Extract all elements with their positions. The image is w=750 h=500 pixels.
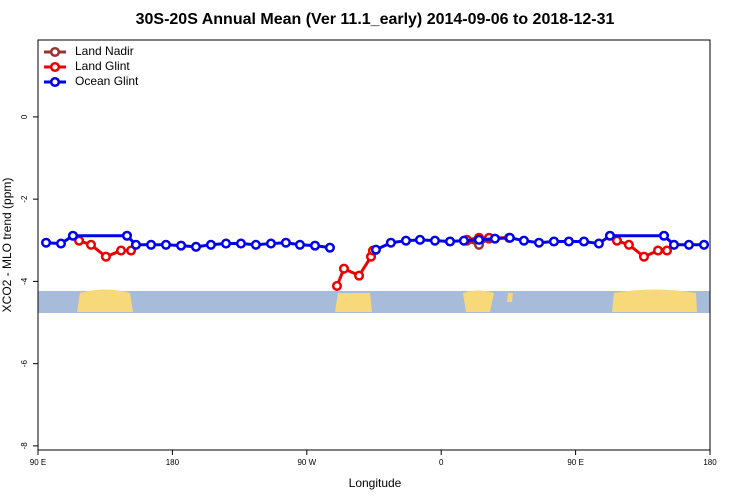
point — [205, 239, 216, 250]
point — [668, 239, 680, 250]
point — [518, 235, 529, 246]
point — [489, 233, 501, 244]
point — [593, 238, 604, 249]
point — [563, 236, 574, 247]
point — [400, 235, 412, 246]
x-tick-label: 90 E — [567, 458, 583, 467]
point — [265, 238, 277, 249]
point — [324, 242, 335, 253]
point — [658, 230, 670, 241]
point — [548, 236, 559, 247]
point — [623, 239, 634, 250]
legend-label: Ocean Glint — [75, 74, 139, 88]
x-tick-label: 180 — [703, 458, 717, 467]
point — [444, 236, 456, 247]
point — [354, 270, 365, 281]
point — [190, 241, 202, 252]
map-strip — [38, 289, 710, 313]
chart-title: 30S-20S Annual Mean (Ver 11.1_early) 201… — [136, 11, 615, 28]
point — [85, 239, 97, 250]
x-tick-label: 90 E — [30, 458, 46, 467]
x-tick-label: 180 — [166, 458, 180, 467]
point — [55, 238, 67, 249]
point — [160, 239, 172, 250]
point — [121, 230, 133, 241]
point — [100, 251, 111, 262]
point — [533, 237, 545, 248]
point — [638, 251, 650, 262]
y-tick-label: -8 — [20, 442, 29, 450]
point — [473, 234, 485, 245]
point — [145, 239, 157, 250]
legend-marker — [49, 61, 61, 73]
legend-marker — [49, 46, 61, 58]
point — [429, 235, 440, 246]
plot-frame — [37, 39, 711, 451]
point — [309, 240, 321, 251]
x-tick-label: 90 W — [297, 458, 316, 467]
y-tick-label: -4 — [20, 277, 29, 285]
legend-label: Land Nadir — [75, 44, 134, 58]
y-tick-label: 0 — [20, 114, 29, 119]
point — [578, 236, 590, 247]
legend-marker — [49, 76, 61, 88]
y-tick-label: -6 — [20, 360, 29, 368]
point — [338, 263, 350, 274]
point — [385, 237, 396, 248]
y-axis-label: XCO2 - MLO trend (ppm) — [0, 178, 14, 313]
point — [41, 237, 52, 248]
point — [683, 239, 694, 250]
point — [370, 244, 381, 255]
point — [504, 232, 515, 243]
point — [604, 230, 615, 241]
x-axis-label: Longitude — [349, 476, 402, 490]
point — [220, 238, 232, 249]
point — [414, 234, 426, 245]
point — [115, 245, 127, 256]
point — [280, 237, 291, 248]
point — [458, 235, 469, 246]
y-tick-label: -2 — [20, 195, 29, 203]
point — [235, 238, 246, 249]
point — [130, 239, 142, 250]
point — [331, 280, 343, 291]
legend-label: Land Glint — [75, 59, 130, 73]
point — [652, 245, 664, 256]
point — [661, 245, 673, 256]
point — [698, 239, 710, 250]
x-tick-label: 0 — [439, 458, 444, 467]
point — [294, 239, 305, 250]
point — [176, 240, 187, 251]
point — [67, 230, 78, 241]
point — [250, 239, 261, 250]
